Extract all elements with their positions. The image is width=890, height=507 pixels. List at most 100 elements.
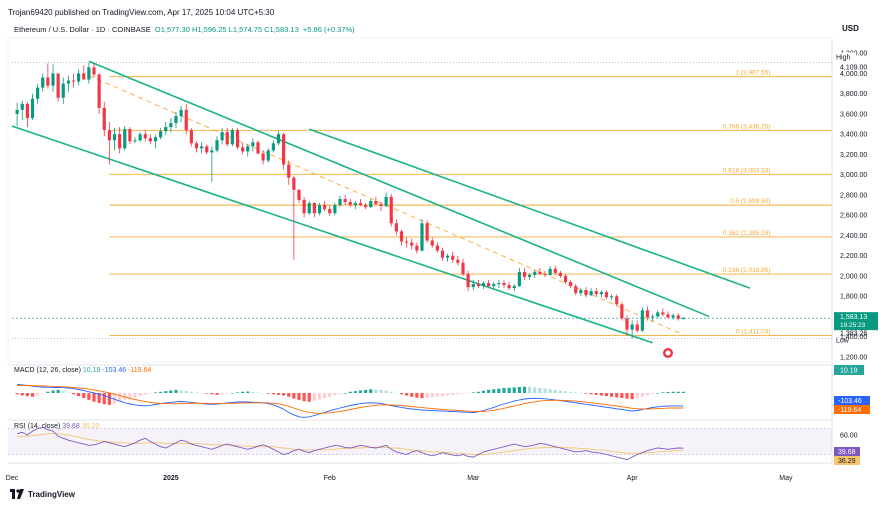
- macd-histogram-bar: [425, 393, 429, 398]
- macd-histogram-bar: [338, 393, 342, 395]
- macd-histogram-bar: [276, 393, 281, 395]
- candle-body: [36, 87, 40, 99]
- macd-histogram-bar: [579, 393, 583, 394]
- channel-line-upper2: [308, 128, 751, 289]
- macd-histogram-bar: [584, 393, 588, 394]
- candle-body: [625, 318, 629, 330]
- macd-line-tag: [834, 396, 870, 405]
- candle-body: [548, 268, 552, 275]
- candle-body: [159, 131, 163, 138]
- macd-histogram-bar: [179, 390, 183, 393]
- candle-body: [522, 271, 527, 277]
- macd-histogram-bar: [635, 393, 639, 398]
- channel-line-lower: [11, 125, 653, 344]
- macd-histogram-bar: [77, 393, 81, 397]
- macd-histogram-bar: [538, 388, 542, 393]
- candle-body: [579, 290, 583, 294]
- macd-histogram-bar: [558, 390, 562, 393]
- candle-body: [235, 130, 240, 148]
- low-tag: Low: [836, 337, 850, 344]
- candle-body: [420, 223, 424, 251]
- macd-histogram-bar: [640, 393, 644, 397]
- macd-histogram-bar: [189, 391, 193, 393]
- macd-histogram-bar: [256, 392, 260, 393]
- macd-histogram-bar: [112, 393, 117, 404]
- macd-histogram-bar: [128, 393, 132, 399]
- candle-body: [261, 153, 265, 161]
- candle-body: [256, 142, 260, 154]
- macd-histogram-bar: [502, 388, 506, 393]
- rsi-legend: RSI (14, close) 39.68 36.29: [14, 423, 99, 430]
- candle-body: [174, 115, 178, 124]
- macd-histogram-bar: [51, 390, 55, 393]
- candle-body: [220, 132, 224, 141]
- macd-histogram-bar: [194, 392, 199, 393]
- candle-body: [507, 285, 511, 289]
- macd-title: MACD (12, 26, close): [14, 367, 81, 374]
- candle-body: [128, 129, 132, 142]
- candle-body: [292, 177, 296, 190]
- candle-body: [200, 146, 204, 149]
- macd-histogram-bar: [220, 393, 224, 395]
- macd-histogram-bar: [292, 393, 296, 399]
- candle-body: [466, 273, 470, 288]
- ohlc-values: O1,577.30 H1,596.25 L1,574.75 C1,583.13: [154, 25, 299, 34]
- candle-body: [364, 205, 368, 208]
- currency-label: USD: [842, 24, 859, 33]
- macd-histogram-bar: [604, 393, 609, 397]
- candle-body: [46, 77, 50, 86]
- brand-text: TradingView: [28, 489, 75, 499]
- rsi-value-tag: [834, 447, 860, 456]
- x-tick-label: Mar: [467, 475, 480, 482]
- macd-histogram-bar: [20, 393, 24, 396]
- candle-body: [630, 324, 634, 330]
- macd-histogram-bar: [133, 393, 137, 398]
- current-price-tag: [834, 312, 878, 331]
- macd-histogram-bar: [87, 393, 91, 400]
- candle-body: [528, 274, 532, 277]
- macd-histogram-bar: [645, 393, 650, 396]
- candle-body: [184, 109, 188, 131]
- candle-body: [410, 242, 414, 246]
- candle-body: [599, 292, 603, 295]
- candle-body: [133, 140, 137, 142]
- macd-value: 10.19: [82, 367, 101, 374]
- event-icon-inner: [665, 350, 671, 356]
- publish-header: Trojan69420 published on TradingView.com…: [8, 8, 275, 17]
- candle-body: [394, 223, 398, 232]
- macd-histogram-bar: [394, 393, 398, 394]
- candle-body: [312, 203, 316, 214]
- x-tick-label: Apr: [627, 475, 639, 482]
- candle-body: [676, 315, 680, 319]
- macd-histogram-bar: [435, 393, 439, 397]
- y-tick-label: 1,800.00: [840, 294, 867, 301]
- macd-histogram-bar: [481, 390, 486, 393]
- y-tick-label: 3,600.00: [840, 111, 867, 118]
- macd-histogram-bar: [148, 393, 152, 394]
- macd-histogram-bar: [389, 391, 393, 393]
- macd-histogram-bar: [302, 393, 306, 402]
- y-tick-label: 3,800.00: [840, 91, 867, 98]
- candle-body: [271, 143, 275, 151]
- candle-body: [148, 138, 152, 142]
- candle-body: [82, 73, 86, 80]
- fib-level-label: 0.382 (2,385.28): [723, 230, 771, 237]
- macd-histogram-bar: [533, 387, 537, 393]
- candle-body: [645, 310, 650, 318]
- macd-histogram-bar: [666, 392, 670, 393]
- candle-body: [476, 284, 480, 287]
- macd-histogram-bar: [205, 393, 209, 394]
- y-tick-label: 3,000.00: [840, 172, 867, 179]
- candle-body: [502, 283, 506, 286]
- candle-body: [215, 140, 219, 151]
- candle-body: [358, 203, 363, 206]
- candle-body: [538, 271, 542, 274]
- rsi-tick-label: 60.00: [840, 433, 858, 440]
- tradingview-logo-icon: [10, 489, 24, 499]
- candle-body: [112, 134, 117, 141]
- candle-body: [164, 127, 168, 132]
- macd-histogram-bar: [118, 393, 122, 402]
- candle-body: [276, 134, 281, 144]
- candle-body: [225, 132, 229, 145]
